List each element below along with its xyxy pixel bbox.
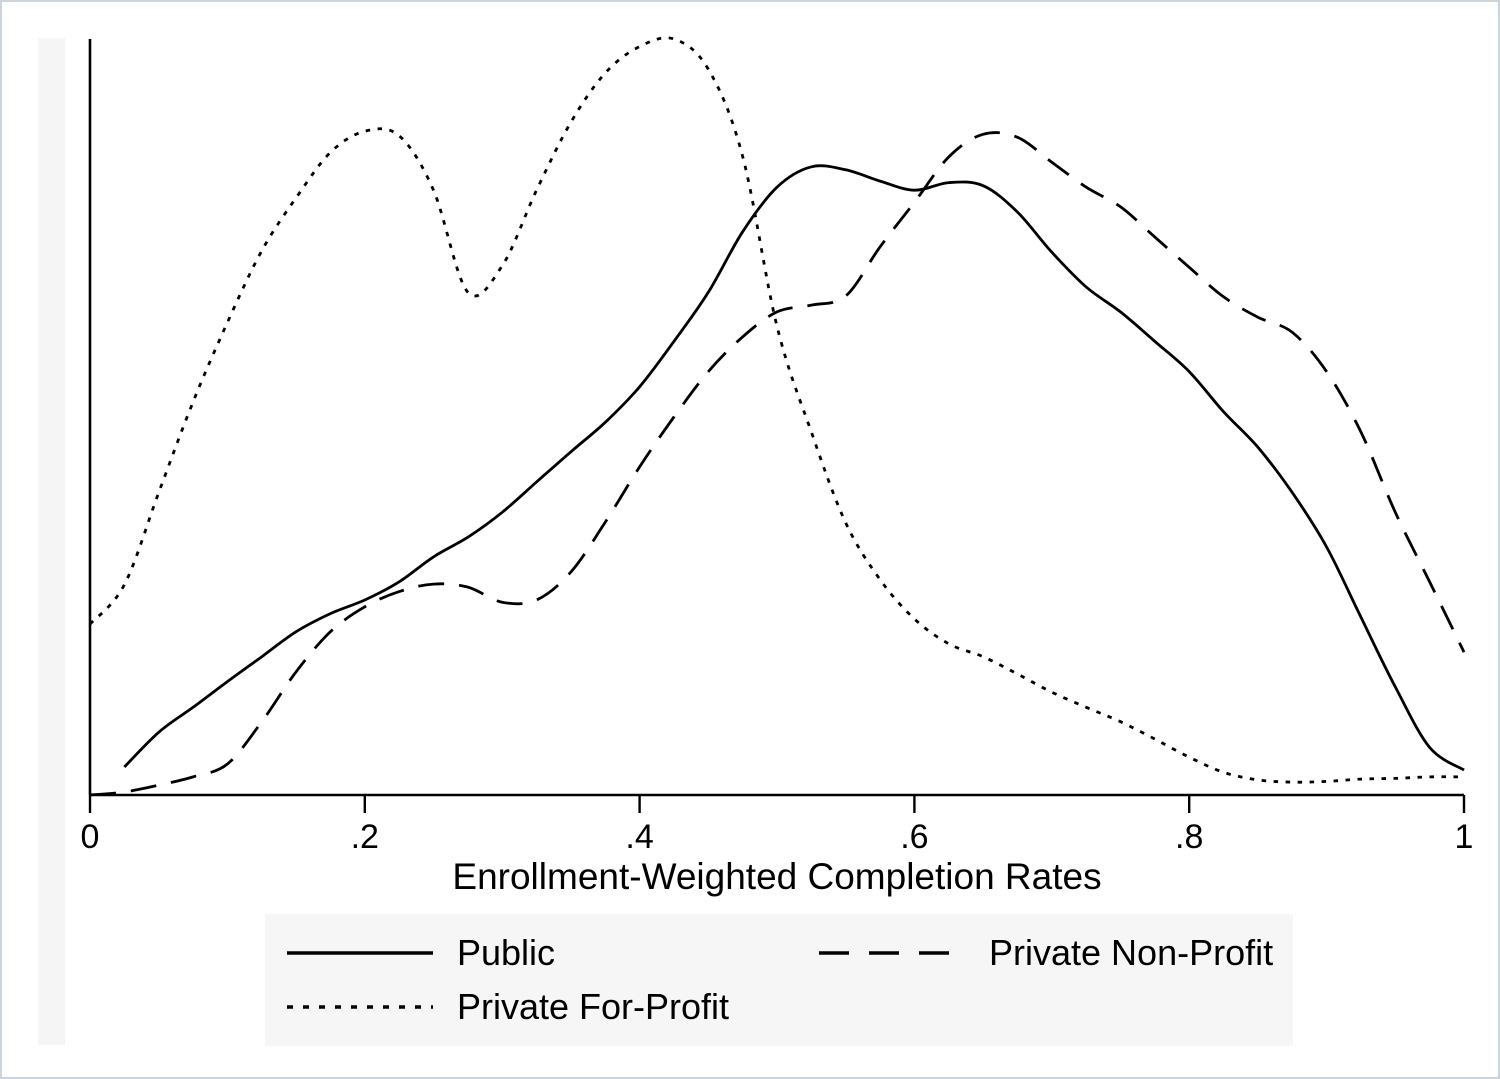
legend: Public Private Non-Profit Private For-Pr… [265, 914, 1293, 1046]
legend-label-private-for-profit: Private For-Profit [457, 986, 730, 1027]
legend-item-public: Public [285, 932, 817, 974]
x-axis-title: Enrollment-Weighted Completion Rates [452, 856, 1102, 897]
x-tick-label: 0 [81, 818, 100, 856]
series-line-private-non-profit [89, 131, 1466, 797]
series-line-private-for-profit [88, 36, 1465, 784]
plot-region-edge [38, 38, 65, 1045]
legend-label-private-non-profit: Private Non-Profit [989, 932, 1274, 973]
solid-line-sample [287, 951, 433, 955]
x-tick-label: 1 [1455, 818, 1474, 856]
legend-item-private-non-profit: Private Non-Profit [817, 932, 1293, 974]
dashed-line-sample [819, 951, 965, 955]
legend-label-public: Public [457, 932, 556, 973]
legend-spacer [817, 986, 1293, 1028]
dotted-line-sample [287, 1005, 433, 1009]
series-line-public [123, 164, 1465, 772]
legend-item-private-for-profit: Private For-Profit [285, 986, 817, 1028]
x-tick-label: .4 [625, 818, 653, 856]
x-tick-label: .8 [1175, 818, 1203, 856]
x-tick-label: .6 [900, 818, 928, 856]
x-tick-label: .2 [351, 818, 379, 856]
